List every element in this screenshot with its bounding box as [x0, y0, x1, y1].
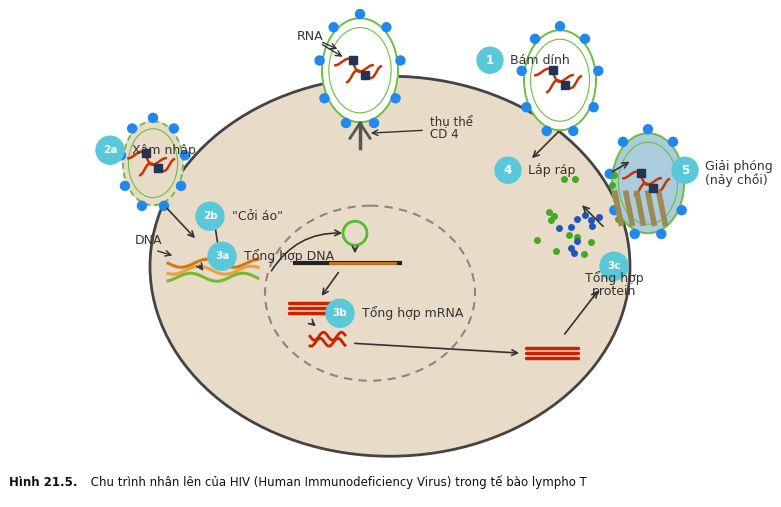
- Circle shape: [96, 136, 124, 164]
- Text: Tổng hợp: Tổng hợp: [585, 271, 644, 285]
- Circle shape: [159, 201, 169, 210]
- Circle shape: [177, 182, 186, 191]
- Text: Xâm nhập: Xâm nhập: [132, 143, 196, 157]
- Bar: [649, 184, 657, 192]
- Circle shape: [677, 206, 686, 215]
- Circle shape: [657, 230, 665, 238]
- Circle shape: [127, 124, 137, 133]
- Text: 1: 1: [486, 54, 494, 67]
- Text: Bám dính: Bám dính: [510, 54, 570, 67]
- Circle shape: [355, 10, 365, 19]
- Bar: [154, 164, 162, 172]
- Circle shape: [605, 169, 614, 178]
- Ellipse shape: [123, 121, 183, 205]
- Text: Giải phóng: Giải phóng: [705, 160, 772, 173]
- Circle shape: [630, 230, 639, 238]
- Circle shape: [315, 56, 324, 65]
- Text: 3a: 3a: [215, 251, 229, 261]
- Text: Tổng hợp DNA: Tổng hợp DNA: [244, 249, 334, 263]
- Circle shape: [594, 66, 603, 76]
- Circle shape: [329, 23, 338, 32]
- Ellipse shape: [524, 30, 596, 130]
- Text: Lắp ráp: Lắp ráp: [528, 163, 576, 177]
- Text: (nảy chồi): (nảy chồi): [705, 173, 768, 187]
- Circle shape: [477, 47, 503, 73]
- Circle shape: [580, 34, 590, 44]
- Text: RNA: RNA: [297, 30, 323, 43]
- Circle shape: [619, 137, 627, 147]
- Circle shape: [116, 151, 126, 160]
- Text: 2a: 2a: [103, 145, 117, 155]
- Text: "Cởi áo": "Cởi áo": [232, 210, 283, 223]
- Circle shape: [644, 125, 652, 134]
- Text: protein: protein: [592, 285, 637, 298]
- Circle shape: [396, 56, 405, 65]
- Circle shape: [600, 252, 628, 280]
- Circle shape: [326, 299, 354, 327]
- Bar: [637, 169, 645, 177]
- Text: thụ thể: thụ thể: [430, 116, 473, 129]
- Text: DNA: DNA: [134, 234, 162, 247]
- Circle shape: [682, 169, 690, 178]
- Circle shape: [569, 126, 578, 135]
- Circle shape: [208, 242, 236, 270]
- Circle shape: [169, 124, 178, 133]
- Bar: [349, 56, 357, 64]
- Circle shape: [542, 126, 551, 135]
- Circle shape: [555, 22, 565, 31]
- Bar: [361, 71, 369, 79]
- Circle shape: [522, 103, 531, 112]
- Circle shape: [672, 157, 698, 183]
- Circle shape: [320, 94, 329, 103]
- Ellipse shape: [150, 76, 630, 456]
- Text: 3c: 3c: [608, 261, 621, 271]
- Text: Tổng hợp mRNA: Tổng hợp mRNA: [362, 306, 463, 320]
- Ellipse shape: [322, 18, 398, 122]
- Circle shape: [589, 103, 598, 112]
- Circle shape: [495, 157, 521, 183]
- Circle shape: [610, 206, 619, 215]
- Text: CD 4: CD 4: [430, 128, 458, 141]
- Text: 5: 5: [681, 164, 689, 177]
- Circle shape: [530, 34, 540, 44]
- Bar: [142, 149, 150, 157]
- Text: 3b: 3b: [333, 308, 348, 318]
- Circle shape: [180, 151, 190, 160]
- Circle shape: [669, 137, 677, 147]
- Bar: [549, 66, 557, 74]
- Circle shape: [148, 114, 158, 122]
- Circle shape: [120, 182, 130, 191]
- Text: 2b: 2b: [202, 211, 217, 221]
- Text: Hình 21.5.: Hình 21.5.: [9, 476, 78, 489]
- Circle shape: [341, 119, 351, 127]
- Circle shape: [382, 23, 390, 32]
- Text: 4: 4: [504, 164, 512, 177]
- Circle shape: [369, 119, 379, 127]
- Circle shape: [391, 94, 400, 103]
- Circle shape: [137, 201, 146, 210]
- Circle shape: [517, 66, 526, 76]
- Text: Chu trình nhân lên của HIV (Human Immunodeficiency Virus) trong tế bào lympho T: Chu trình nhân lên của HIV (Human Immuno…: [87, 475, 587, 489]
- Ellipse shape: [612, 133, 684, 233]
- Circle shape: [196, 202, 224, 230]
- Bar: [561, 81, 569, 89]
